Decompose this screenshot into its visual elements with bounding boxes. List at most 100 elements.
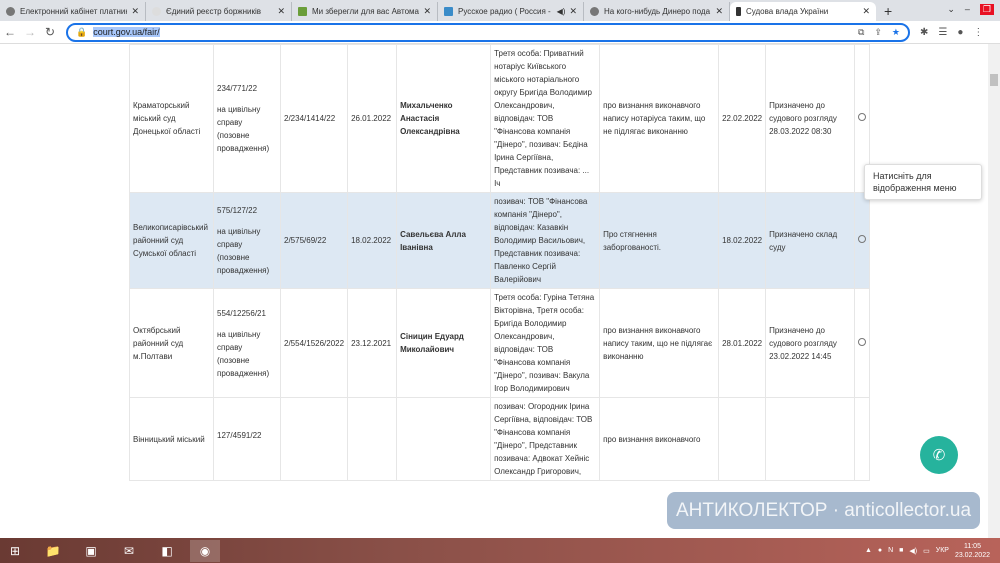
watermark: АНТИКОЛЕКТОР · anticollector.ua <box>667 492 980 529</box>
cell-date: 18.02.2022 <box>347 192 398 289</box>
audio-icon[interactable]: ◀) <box>556 7 566 16</box>
cell-status: Призначено склад суду <box>765 192 856 289</box>
cases-table: Краматорський міський суд Донецької обла… <box>129 44 871 481</box>
translate-icon[interactable]: ⧉ <box>857 26 865 37</box>
address-bar[interactable]: 🔒 court.gov.ua/fair/ ⧉ ⇪ ★ <box>66 22 910 42</box>
cell-parties: позивач: ТОВ "Фінансова компанія "Дінеро… <box>490 192 601 289</box>
cell-judge: Михальченко Анастасія Олександрівна <box>396 44 492 193</box>
table-row[interactable]: Краматорський міський суд Донецької обла… <box>129 44 871 193</box>
cell-select <box>854 192 871 289</box>
tab-tax-cabinet[interactable]: Електронний кабінет платник ✕ <box>0 2 146 21</box>
close-tab-icon[interactable]: ✕ <box>131 6 139 16</box>
cell-date: 23.12.2021 <box>347 288 398 398</box>
cell-status <box>765 397 856 481</box>
onenote-icon[interactable]: N <box>888 547 894 554</box>
table-row[interactable]: Вінницький міський 127/4591/22 позивач: Ог… <box>129 397 871 481</box>
table-row[interactable]: Октябрський районний суд м.Полтави 554/12… <box>129 288 871 398</box>
close-tab-icon[interactable]: ✕ <box>569 6 577 16</box>
tab-debtors-registry[interactable]: Єдиний реєстр боржників ✕ <box>146 2 292 21</box>
cell-proc-no: 2/575/69/22 <box>279 192 349 289</box>
document-icon <box>298 7 307 16</box>
tab-search-icon[interactable]: ⌄ <box>947 4 955 14</box>
tray-expand-icon[interactable]: ▲ <box>864 547 872 554</box>
phone-chat-icon: ✆ <box>932 447 946 464</box>
tab-dinero[interactable]: На кого-нибудь Динеро пода ✕ <box>584 2 730 21</box>
chrome-icon[interactable]: ◉ <box>190 539 220 562</box>
taskbar: ⊞ 📁 ▣ ✉ ◧ ◉ ▲ ● N ■ ◀) ▭ УКР 11:05 23.02.… <box>0 538 1000 563</box>
cell-judge <box>396 397 492 481</box>
cell-court: Краматорський міський суд Донецької обла… <box>129 44 214 193</box>
maximize-button[interactable]: ❐ <box>979 4 994 15</box>
cell-parties: позивач: Огородник Ірина Сергіївна, відп… <box>490 397 601 481</box>
cell-case-number: 554/12256/21 на цивільну справу (позовне … <box>213 288 281 398</box>
url-text[interactable]: court.gov.ua/fair/ <box>93 27 160 37</box>
share-icon[interactable]: ⇪ <box>874 26 882 37</box>
select-radio[interactable] <box>858 337 867 346</box>
cell-parties: Третя особа: Гуріна Тетяна Вікторівна, Т… <box>490 288 601 398</box>
cell-date <box>347 397 398 481</box>
cell-parties: Третя особа: Приватний нотаріус Київсько… <box>490 44 601 193</box>
forward-button[interactable]: → <box>24 25 36 39</box>
scrollbar-thumb[interactable] <box>990 74 998 86</box>
file-explorer-icon[interactable]: 📁 <box>45 543 61 558</box>
scrollbar[interactable] <box>988 44 1000 538</box>
reload-button[interactable]: ↻ <box>44 25 56 39</box>
lock-icon[interactable]: 🔒 <box>76 26 88 37</box>
tab-radio[interactable]: Русское радио ( Россия - ◀) ✕ <box>438 2 584 21</box>
cell-proc-no <box>279 397 349 481</box>
case-number: 554/12256/21 <box>217 308 266 318</box>
cell-case-number: 127/4591/22 <box>213 397 281 481</box>
close-tab-icon[interactable]: ✕ <box>423 6 431 16</box>
cell-subject: про визнання виконавчого напису нотаріус… <box>599 44 720 193</box>
clock[interactable]: 11:05 23.02.2022 <box>954 542 990 559</box>
cell-court: Вінницький міський <box>129 397 214 481</box>
select-radio[interactable] <box>858 235 867 243</box>
globe-icon <box>590 7 599 16</box>
case-type: на цивільну справу (позовне провадження) <box>217 329 270 378</box>
table-row[interactable]: Великописарівський районний суд Сумської… <box>129 192 871 289</box>
cell-subject: Про стягнення заборгованості. <box>599 192 720 289</box>
globe-icon <box>6 7 15 16</box>
case-type: на цивільну справу (позовне провадження) <box>217 105 270 153</box>
toolbar: ← → ↻ 🔒 court.gov.ua/fair/ ⧉ ⇪ ★ ✱ ☰ ● ⋮ <box>0 21 1000 44</box>
profile-avatar[interactable]: ● <box>957 26 964 38</box>
case-type: на цивільну справу (позовне провадження) <box>217 227 270 275</box>
select-radio[interactable] <box>858 113 867 121</box>
tray-app-icon[interactable]: ■ <box>899 547 904 554</box>
start-button[interactable]: ⊞ <box>9 543 21 558</box>
cell-status: Призначено до судового розгляду 23.02.20… <box>765 288 856 398</box>
back-button[interactable]: ← <box>4 25 16 39</box>
menu-icon[interactable]: ⋮ <box>973 26 984 38</box>
cell-case-number: 234/771/22 на цивільну справу (позовне пр… <box>213 44 281 193</box>
network-icon[interactable]: ▭ <box>923 547 930 555</box>
bookmark-star-icon[interactable]: ★ <box>891 26 900 37</box>
cell-judge: Савельєва Алла Іванівна <box>396 192 492 289</box>
tooltip: Натисніть для відображення меню <box>864 164 982 200</box>
language-indicator[interactable]: УКР <box>935 547 949 554</box>
tray-app-icon[interactable]: ● <box>877 547 883 554</box>
new-tab-button[interactable]: + <box>884 3 893 19</box>
app-icon[interactable]: ◧ <box>161 543 173 558</box>
cell-court: Октябрський районний суд м.Полтави <box>129 288 214 398</box>
call-button[interactable]: ✆ <box>920 436 958 474</box>
close-tab-icon[interactable]: ✕ <box>277 6 285 16</box>
cell-proc-no: 2/554/1526/2022 <box>279 288 349 398</box>
close-tab-icon[interactable]: ✕ <box>862 6 870 16</box>
outlook-icon[interactable]: ✉ <box>123 543 135 558</box>
court-icon <box>736 7 741 16</box>
cell-reg-date: 22.02.2022 <box>718 44 767 193</box>
tab-court[interactable]: Судова влада України ✕ <box>730 2 876 21</box>
cell-subject: про визнання виконавчого напису таким, щ… <box>599 288 720 398</box>
cell-case-number: 575/127/22 на цивільну справу (позовне пр… <box>213 192 281 289</box>
case-number: 234/771/22 <box>217 84 258 93</box>
extensions-icon[interactable]: ✱ <box>920 26 929 38</box>
minimize-button[interactable]: – <box>964 4 970 14</box>
image-viewer-icon[interactable]: ▣ <box>85 543 97 558</box>
volume-icon[interactable]: ◀) <box>909 547 918 555</box>
reading-list-icon[interactable]: ☰ <box>938 26 948 38</box>
cell-court: Великописарівський районний суд Сумської… <box>129 192 214 289</box>
close-tab-icon[interactable]: ✕ <box>715 6 723 16</box>
cell-reg-date: 28.01.2022 <box>718 288 767 398</box>
cell-reg-date <box>718 397 767 481</box>
tab-saved[interactable]: Ми зберегли для вас Автомат ✕ <box>292 2 438 21</box>
